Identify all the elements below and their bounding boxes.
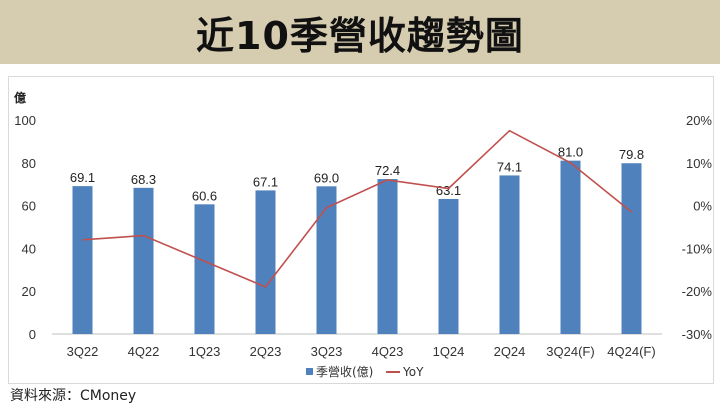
revenue-data-label: 81.0 (558, 145, 583, 160)
revenue-bar (316, 186, 337, 334)
legend-swatch-revenue (306, 368, 313, 375)
y-left-unit-label: 億 (14, 90, 26, 105)
source-note: 資料來源：CMoney (10, 388, 137, 404)
x-tick-label: 3Q22 (67, 344, 99, 359)
title-banner: 近10季營收趨勢圖 (0, 0, 720, 64)
x-tick-label: 4Q23 (372, 344, 404, 359)
y-left-tick-label: 40 (22, 241, 36, 256)
revenue-data-label: 74.1 (497, 159, 522, 174)
legend-label-revenue: 季營收(億) (316, 365, 373, 379)
revenue-data-label: 72.4 (375, 163, 400, 178)
x-tick-label: 2Q24 (494, 344, 526, 359)
y-left-tick-label: 20 (22, 284, 36, 299)
revenue-data-label: 69.1 (70, 170, 95, 185)
chart-title: 近10季營收趨勢圖 (196, 13, 524, 58)
y-right-tick-label: -10% (682, 241, 713, 256)
revenue-bar (194, 204, 215, 334)
x-tick-label: 3Q24(F) (546, 344, 594, 359)
chart-frame (8, 76, 714, 384)
revenue-bar (255, 190, 276, 334)
revenue-bar (72, 186, 93, 334)
x-tick-label: 1Q23 (189, 344, 221, 359)
x-tick-label: 4Q24(F) (607, 344, 655, 359)
y-left-tick-label: 0 (29, 327, 36, 342)
y-left-tick-label: 60 (22, 199, 36, 214)
revenue-data-label: 63.1 (436, 183, 461, 198)
revenue-bar (560, 160, 581, 334)
revenue-bar (377, 179, 398, 334)
x-tick-label: 3Q23 (311, 344, 343, 359)
x-tick-label: 4Q22 (128, 344, 160, 359)
y-right-tick-label: 20% (686, 113, 712, 128)
revenue-bar (438, 198, 459, 334)
x-tick-label: 1Q24 (433, 344, 465, 359)
x-tick-label: 2Q23 (250, 344, 282, 359)
y-left-tick-label: 100 (14, 113, 36, 128)
revenue-bar (133, 187, 154, 334)
y-right-tick-label: -20% (682, 284, 713, 299)
y-right-tick-label: 0% (693, 199, 712, 214)
legend-label-yoy: YoY (402, 365, 424, 379)
revenue-bar (621, 163, 642, 334)
revenue-bar (499, 175, 520, 334)
revenue-data-label: 69.0 (314, 170, 339, 185)
revenue-data-label: 79.8 (619, 147, 644, 162)
yoy-line (82, 129, 633, 288)
revenue-data-label: 60.6 (192, 188, 217, 203)
y-left-tick-label: 80 (22, 156, 36, 171)
revenue-data-label: 67.1 (253, 174, 278, 189)
y-right-tick-label: 10% (686, 156, 712, 171)
y-right-tick-label: -30% (682, 327, 713, 342)
revenue-data-label: 68.3 (131, 172, 156, 187)
